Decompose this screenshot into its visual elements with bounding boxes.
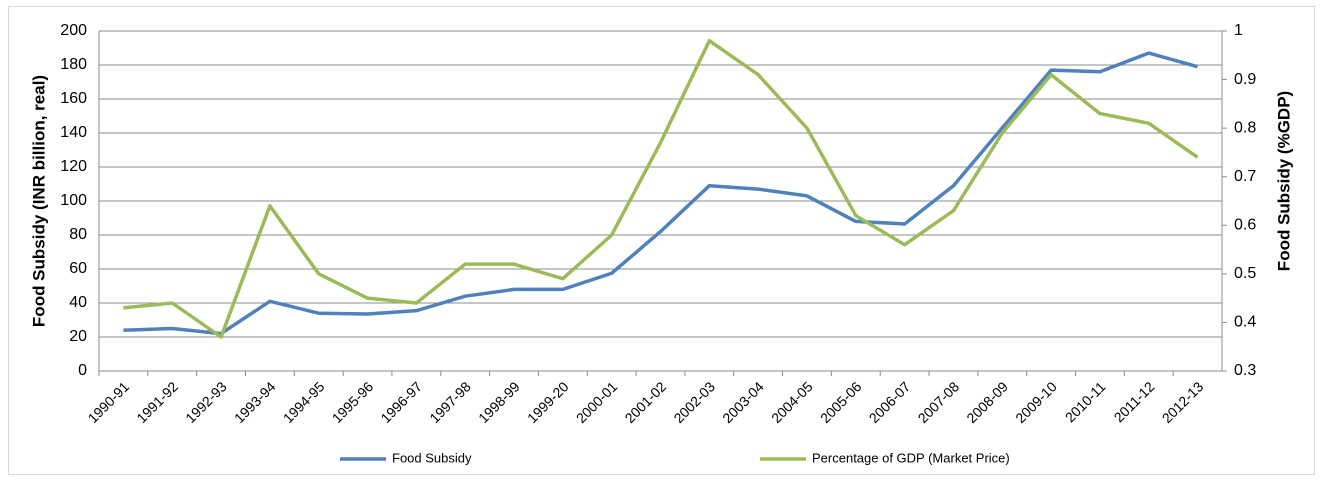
y2-axis-title: Food Subsidy (%GDP) bbox=[1274, 91, 1293, 271]
y-tick-label: 40 bbox=[69, 294, 87, 311]
y2-tick-label: 0.8 bbox=[1234, 119, 1256, 136]
y2-tick-label: 0.4 bbox=[1234, 314, 1256, 331]
legend-label: Percentage of GDP (Market Price) bbox=[812, 450, 1010, 465]
y-tick-label: 100 bbox=[60, 192, 87, 209]
series-line bbox=[123, 38, 1199, 339]
legend-label: Food Subsidy bbox=[392, 450, 472, 465]
y2-tick-label: 0.6 bbox=[1234, 217, 1256, 234]
y2-tick-label: 0.5 bbox=[1234, 265, 1256, 282]
y2-tick-label: 0.9 bbox=[1234, 71, 1256, 88]
y-tick-label: 80 bbox=[69, 226, 87, 243]
y2-tick-label: 0.7 bbox=[1234, 168, 1256, 185]
y2-tick-label: 0.3 bbox=[1234, 362, 1256, 379]
y-tick-label: 140 bbox=[60, 124, 87, 141]
y-tick-label: 180 bbox=[60, 56, 87, 73]
series-line bbox=[123, 51, 1199, 336]
y-tick-label: 0 bbox=[78, 362, 87, 379]
y-tick-label: 20 bbox=[69, 328, 87, 345]
y-axis-title: Food Subsidy (INR billion, real) bbox=[29, 75, 48, 327]
y-tick-label: 160 bbox=[60, 90, 87, 107]
y-tick-label: 200 bbox=[60, 22, 87, 39]
y-tick-label: 120 bbox=[60, 158, 87, 175]
y-tick-label: 60 bbox=[69, 260, 87, 277]
chart-border bbox=[8, 6, 1315, 475]
y2-tick-label: 1 bbox=[1234, 22, 1243, 39]
